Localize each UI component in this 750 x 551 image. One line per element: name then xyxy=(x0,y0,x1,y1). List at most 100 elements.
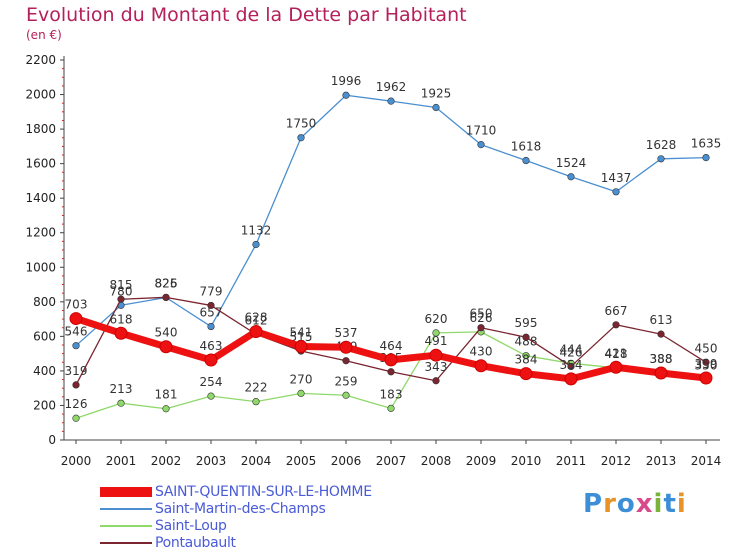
data-label-saint-loup: 418 xyxy=(605,347,628,361)
data-label-saint-quentin-sur-le-homme: 628 xyxy=(245,311,268,325)
data-label-saint-loup: 270 xyxy=(290,372,313,386)
y-tick-label: 600 xyxy=(33,329,56,343)
data-label-saint-loup: 126 xyxy=(65,397,88,411)
data-point-saint-martin-des-champs xyxy=(207,322,215,331)
data-point-pontaubault xyxy=(432,377,440,385)
y-tick-label: 0 xyxy=(48,433,56,447)
data-point-saint-loup xyxy=(117,399,125,407)
x-tick-label: 2012 xyxy=(601,454,632,468)
data-point-saint-quentin-sur-le-homme xyxy=(519,367,533,381)
data-label-saint-martin-des-champs: 1710 xyxy=(466,124,497,138)
data-label-saint-loup: 626 xyxy=(470,311,493,325)
data-point-pontaubault xyxy=(117,295,125,303)
data-point-saint-quentin-sur-le-homme xyxy=(204,353,218,367)
data-point-saint-quentin-sur-le-homme xyxy=(69,312,83,326)
data-point-saint-quentin-sur-le-homme xyxy=(249,325,263,339)
legend-item-saint-quentin-sur-le-homme: SAINT-QUENTIN-SUR-LE-HOMME xyxy=(100,483,372,500)
data-point-saint-quentin-sur-le-homme xyxy=(159,340,173,354)
legend-label: Pontaubault xyxy=(155,534,236,551)
data-label-saint-martin-des-champs: 1962 xyxy=(376,80,407,94)
data-point-saint-martin-des-champs xyxy=(342,91,350,99)
x-tick-label: 2014 xyxy=(691,454,722,468)
proxiti-logo: Proxiti xyxy=(583,489,687,519)
data-label-saint-loup: 183 xyxy=(380,387,403,401)
data-label-pontaubault: 826 xyxy=(155,276,178,290)
y-tick-label: 200 xyxy=(33,398,56,412)
y-tick-label: 800 xyxy=(33,295,56,309)
chart-title: Evolution du Montant de la Dette par Hab… xyxy=(26,4,467,26)
data-label-saint-martin-des-champs: 825 xyxy=(155,277,178,291)
legend-swatch xyxy=(100,524,152,527)
data-label-saint-quentin-sur-le-homme: 354 xyxy=(560,358,583,372)
data-point-pontaubault xyxy=(342,357,350,365)
data-point-saint-loup xyxy=(387,404,395,412)
data-point-saint-loup xyxy=(207,392,215,400)
data-point-saint-martin-des-champs xyxy=(72,342,80,350)
data-label-saint-martin-des-champs: 1628 xyxy=(646,138,677,152)
data-point-pontaubault xyxy=(702,358,710,366)
data-label-saint-martin-des-champs: 1618 xyxy=(511,140,542,154)
data-point-saint-quentin-sur-le-homme xyxy=(609,360,623,374)
data-point-saint-quentin-sur-le-homme xyxy=(429,348,443,362)
data-label-pontaubault: 319 xyxy=(65,364,88,378)
data-label-saint-loup: 181 xyxy=(155,388,178,402)
data-label-saint-loup: 222 xyxy=(245,381,268,395)
data-point-saint-martin-des-champs xyxy=(657,155,665,163)
data-point-saint-martin-des-champs xyxy=(297,134,305,142)
data-point-saint-quentin-sur-le-homme xyxy=(294,340,308,354)
data-label-saint-quentin-sur-le-homme: 540 xyxy=(155,326,178,340)
line-chart: 0 200 400 600 800 1000 1200 1400 1600 1800 2000 220… xyxy=(25,53,722,468)
data-label-saint-quentin-sur-le-homme: 388 xyxy=(650,352,673,366)
data-point-pontaubault xyxy=(72,381,80,389)
x-tick-label: 2006 xyxy=(331,454,362,468)
data-label-saint-quentin-sur-le-homme: 430 xyxy=(470,345,493,359)
data-label-saint-loup: 259 xyxy=(335,374,358,388)
legend-item-saint-martin-des-champs: Saint-Martin-des-Champs xyxy=(100,500,372,517)
data-point-saint-quentin-sur-le-homme xyxy=(699,371,713,385)
legend-label: Saint-Martin-des-Champs xyxy=(155,500,326,517)
data-point-saint-loup xyxy=(297,389,305,397)
y-tick-label: 2000 xyxy=(25,88,56,102)
y-tick-label: 1200 xyxy=(25,226,56,240)
data-point-saint-loup xyxy=(522,352,530,360)
data-point-saint-martin-des-champs xyxy=(567,173,575,181)
data-point-saint-loup xyxy=(432,329,440,337)
data-label-pontaubault: 343 xyxy=(425,360,448,374)
x-tick-label: 2003 xyxy=(196,454,227,468)
y-tick-label: 1600 xyxy=(25,157,56,171)
data-point-pontaubault xyxy=(162,293,170,301)
legend-swatch xyxy=(100,486,152,497)
data-label-pontaubault: 612 xyxy=(245,313,268,327)
x-tick-label: 2004 xyxy=(241,454,272,468)
x-tick-label: 2011 xyxy=(556,454,587,468)
data-label-pontaubault: 450 xyxy=(695,341,718,355)
x-tick-label: 2009 xyxy=(466,454,497,468)
data-label-saint-martin-des-champs: 1132 xyxy=(241,223,272,237)
data-point-saint-quentin-sur-le-homme xyxy=(654,366,668,380)
data-point-pontaubault xyxy=(477,324,485,332)
data-label-saint-quentin-sur-le-homme: 464 xyxy=(380,339,403,353)
data-point-pontaubault xyxy=(207,301,215,310)
unit-label: (en €) xyxy=(26,28,62,42)
x-tick-label: 2005 xyxy=(286,454,317,468)
legend-label: Saint-Loup xyxy=(155,517,227,534)
x-tick-label: 2001 xyxy=(106,454,137,468)
legend-swatch xyxy=(100,507,152,510)
data-point-saint-quentin-sur-le-homme xyxy=(384,353,398,367)
data-label-pontaubault: 595 xyxy=(515,316,538,330)
data-label-saint-quentin-sur-le-homme: 541 xyxy=(290,326,313,340)
y-tick-label: 1000 xyxy=(25,260,56,274)
data-point-saint-loup xyxy=(72,414,80,422)
data-label-pontaubault: 815 xyxy=(110,278,133,292)
data-label-saint-quentin-sur-le-homme: 618 xyxy=(110,312,133,326)
data-point-pontaubault xyxy=(612,321,620,329)
x-tick-label: 2002 xyxy=(151,454,182,468)
legend: SAINT-QUENTIN-SUR-LE-HOMME Saint-Martin-d… xyxy=(100,483,372,551)
data-label-pontaubault: 779 xyxy=(200,284,223,298)
data-label-saint-martin-des-champs: 1925 xyxy=(421,87,452,101)
data-point-pontaubault xyxy=(522,333,530,341)
legend-item-saint-loup: Saint-Loup xyxy=(100,517,372,534)
data-label-pontaubault: 650 xyxy=(470,307,493,321)
data-point-saint-quentin-sur-le-homme xyxy=(114,326,128,340)
data-label-saint-martin-des-champs: 1996 xyxy=(331,74,362,88)
